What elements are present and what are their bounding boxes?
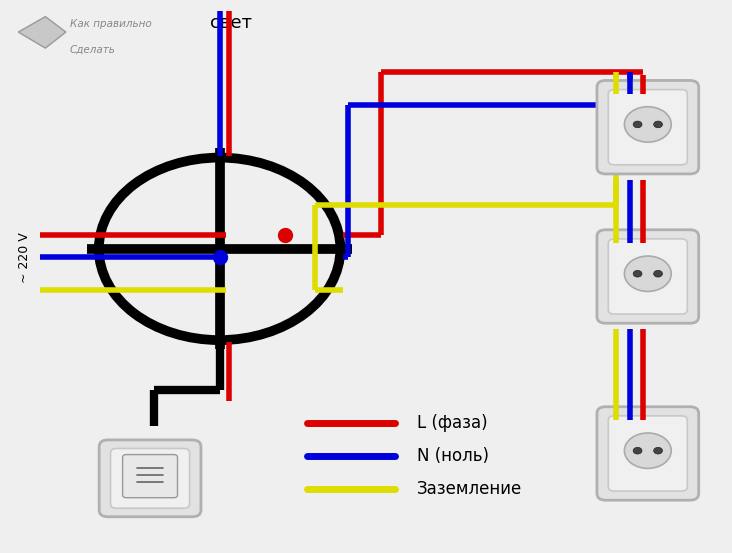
- Circle shape: [624, 256, 671, 291]
- Text: Заземление: Заземление: [417, 481, 523, 498]
- FancyBboxPatch shape: [597, 81, 698, 174]
- Text: Как правильно: Как правильно: [70, 19, 152, 29]
- Text: L (фаза): L (фаза): [417, 414, 488, 432]
- Circle shape: [633, 270, 642, 277]
- Circle shape: [654, 270, 662, 277]
- FancyBboxPatch shape: [111, 448, 190, 508]
- FancyBboxPatch shape: [597, 407, 698, 500]
- FancyBboxPatch shape: [608, 416, 687, 491]
- Text: Сделать: Сделать: [70, 44, 116, 54]
- Text: N (ноль): N (ноль): [417, 447, 489, 465]
- FancyBboxPatch shape: [122, 455, 177, 498]
- Text: ~ 220 V: ~ 220 V: [18, 232, 31, 283]
- FancyBboxPatch shape: [99, 440, 201, 517]
- FancyBboxPatch shape: [608, 239, 687, 314]
- Circle shape: [654, 121, 662, 128]
- Polygon shape: [18, 17, 66, 48]
- FancyBboxPatch shape: [597, 230, 698, 323]
- Circle shape: [633, 447, 642, 454]
- FancyBboxPatch shape: [608, 90, 687, 165]
- Text: свет: свет: [209, 14, 252, 32]
- Circle shape: [654, 447, 662, 454]
- Circle shape: [633, 121, 642, 128]
- Circle shape: [624, 107, 671, 142]
- Circle shape: [624, 433, 671, 468]
